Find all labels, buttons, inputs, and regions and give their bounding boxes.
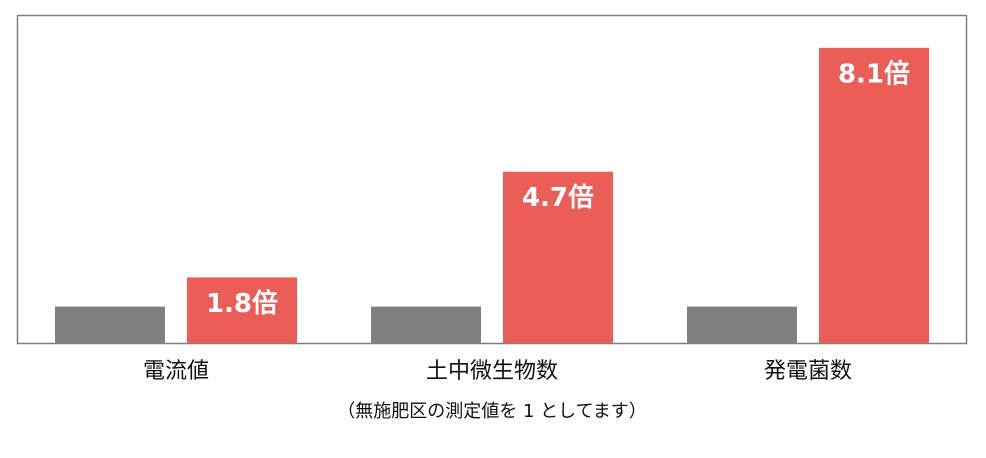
bar	[55, 306, 165, 343]
bar	[503, 171, 613, 343]
x-tick-label: 土中微生物数	[426, 359, 558, 384]
plot-frame	[16, 14, 968, 345]
value-label: 8.1倍	[838, 58, 910, 89]
bar	[819, 47, 929, 344]
x-tick-label: 電流値	[143, 359, 209, 384]
bar	[187, 277, 297, 343]
value-label: 4.7倍	[522, 182, 594, 213]
x-tick-label: 発電菌数	[764, 359, 852, 384]
bar	[687, 306, 797, 343]
footnote: （無施肥区の測定値を 1 としてます）	[337, 401, 646, 422]
value-label: 1.8倍	[206, 288, 278, 319]
bar	[371, 306, 481, 343]
